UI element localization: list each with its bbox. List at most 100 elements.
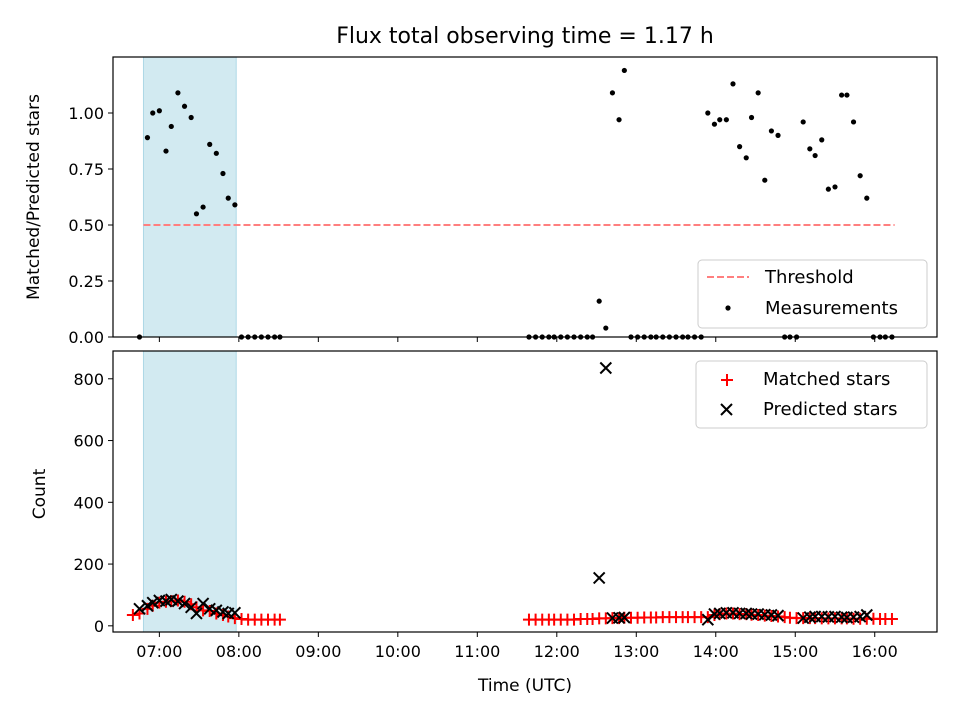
measurement-point [609,90,616,96]
matched-star-point [178,595,191,608]
matched-star-point [203,605,216,618]
measurement-point [596,298,602,304]
measurement-point [737,144,743,150]
predicted-star-point [190,607,203,620]
predicted-star-point [592,571,606,585]
measurement-point [743,155,749,161]
measurement-point [175,90,181,96]
measurement-point [812,152,818,159]
top-legend: Threshold Measurements [697,259,928,329]
bottom-panel: 07:00 08:00 09:00 10:00 11:00 12:00 13:00 14:00… [30,350,938,696]
measurement-point [857,173,863,179]
top-legend-box [697,259,928,329]
measurement-point [717,117,723,123]
measurement-point [844,92,850,98]
matched-star-point [273,613,286,626]
matched-star-point [885,613,898,626]
predicted-star-point [771,609,785,622]
measurement-point [156,108,162,114]
top-y-tick-label: 0.25 [68,272,104,291]
x-tick-label: 13:00 [613,642,659,661]
top-y-ticks: 0.00 0.25 0.50 0.75 1.00 [68,104,113,347]
measurement-point [762,177,768,183]
x-tick-label: 09:00 [295,642,341,661]
measurement-point [768,128,775,134]
bottom-x-ticks: 07:00 08:00 09:00 10:00 11:00 12:00 13:00 14:00… [136,632,898,661]
bottom-y-ticks: 0 200 400 600 800 [73,370,113,636]
legend-predicted-swatch [720,403,733,416]
measurement-point [213,150,219,156]
predicted-star-point [803,610,817,624]
top-axes-frame [112,56,938,338]
top-y-tick-label: 0.00 [68,328,104,347]
measurement-point [730,81,736,87]
measurement-point [200,204,206,210]
bottom-predicted-points [133,361,873,626]
measurement-point [864,195,870,201]
x-tick-label: 08:00 [216,642,262,661]
bottom-axes-frame [112,350,938,633]
measurement-point [181,103,188,109]
predicted-star-point [612,611,626,625]
x-tick-label: 12:00 [534,642,580,661]
measurement-point [819,137,825,143]
measurement-point [755,90,761,96]
predicted-star-point [228,606,242,620]
top-shaded-interval [142,56,237,338]
bottom-legend-box [695,360,928,429]
legend-measurements-label: Measurements [765,298,898,319]
measurement-point [603,325,609,331]
bottom-y-tick-label: 600 [73,432,104,451]
measurement-point [220,170,226,177]
bottom-y-tick-label: 200 [73,555,104,574]
top-y-tick-label: 1.00 [68,104,104,123]
x-tick-label: 11:00 [454,642,500,661]
top-y-tick-label: 0.50 [68,216,104,235]
measurement-point [163,148,169,154]
x-tick-label: 10:00 [375,642,421,661]
x-tick-label: 14:00 [693,642,739,661]
x-tick-label: 16:00 [852,642,898,661]
legend-threshold-label: Threshold [764,267,854,288]
measurement-point [150,110,156,116]
predicted-star-point [860,608,873,622]
chart-title: Flux total observing time = 1.17 h [336,24,714,49]
top-x-ticks [158,337,876,342]
top-measurement-points [136,67,895,340]
bottom-legend: Matched stars Predicted stars [695,360,928,429]
legend-matched-label: Matched stars [763,369,890,390]
measurement-point [193,211,200,217]
predicted-star-point [708,607,721,621]
bottom-y-tick-label: 800 [73,370,104,389]
measurement-point [850,119,857,125]
x-tick-label: 07:00 [136,642,182,661]
measurement-point [839,92,845,98]
measurement-point [748,114,755,121]
shaded-interval-band [142,56,237,338]
predicted-star-point [835,610,848,624]
measurement-point [144,135,151,141]
top-y-axis-label: Matched/Predicted stars [24,94,44,300]
measurement-point [705,110,711,116]
measurement-point [621,67,627,74]
measurement-point [225,195,231,201]
legend-measurements-swatch [725,305,731,311]
predicted-star-point [146,596,159,609]
predicted-star-point [133,602,146,616]
predicted-star-point [740,607,753,620]
bottom-x-axis-label: Time (UTC) [477,676,572,696]
legend-predicted-label: Predicted stars [763,399,897,420]
shaded-interval-band [142,350,237,633]
measurement-point [711,121,718,127]
measurement-point [775,132,781,138]
predicted-star-point [171,594,185,608]
predicted-star-point [618,611,631,624]
measurement-point [825,186,831,192]
predicted-star-point [178,597,191,610]
measurement-point [832,184,838,190]
measurement-point [723,117,729,123]
measurement-point [207,141,213,147]
measurement-point [800,119,806,125]
measurement-point [168,123,174,130]
